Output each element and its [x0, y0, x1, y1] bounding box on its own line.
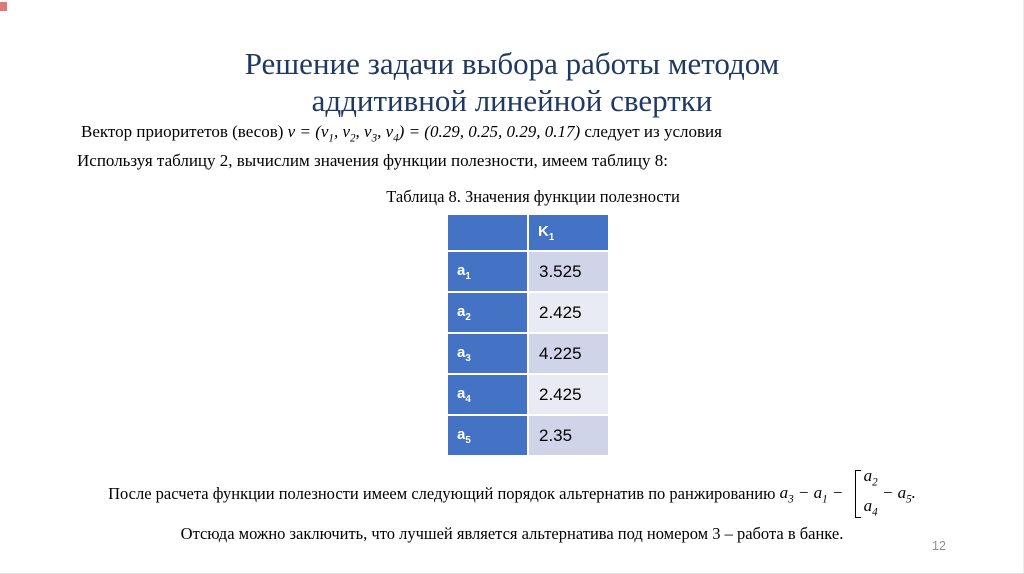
row-label-cell: a3	[446, 332, 529, 375]
conclusion-text: Отсюда можно заключить, что лучшей являе…	[180, 524, 844, 543]
p1-math: v = (v1, v2, v3, v4) = (0.29, 0.25, 0.29…	[287, 122, 581, 145]
p1-prefix: Вектор приоритетов (весов)	[81, 122, 288, 141]
table-caption: Таблица 8. Значения функции полезности	[386, 187, 680, 206]
ranking-formula: a3 − a1 −	[779, 482, 848, 506]
header-empty-cell	[446, 213, 529, 252]
row-value-cell: 2.425	[527, 373, 610, 416]
ranking-sentence: После расчета функции полезности имеем с…	[0, 466, 1024, 521]
row-value-cell: 3.525	[527, 250, 610, 293]
utility-table-body: a1 3.525 a2 2.425 a3 4.225 a4 2.425 a5 2.35	[446, 250, 610, 457]
utility-values-table: K1 a1 3.525 a2 2.425 a3 4.225 a4 2.425 a5 2.35	[446, 213, 610, 457]
title-line-1: Решение задачи выбора работы методом	[244, 46, 780, 81]
red-corner-mark	[0, 2, 7, 11]
row-label-cell: a4	[446, 373, 529, 416]
ranking-formula-tail: − a5.	[877, 482, 916, 506]
row-label-cell: a1	[446, 250, 529, 293]
row-label-cell: a5	[446, 414, 529, 457]
ranking-prefix: После расчета функции полезности имеем с…	[108, 484, 780, 503]
left-bracket-glyph	[854, 470, 861, 518]
table-row: a4 2.425	[446, 373, 610, 416]
row-value-cell: 2.35	[527, 414, 610, 457]
header-k1-cell: K1	[527, 213, 610, 252]
page-number: 12	[932, 539, 946, 553]
p1-suffix: следует из условия	[580, 122, 722, 141]
row-label-cell: a2	[446, 291, 529, 334]
slide-title: Решение задачи выбора работы методом адди…	[0, 45, 1024, 119]
table-row: a1 3.525	[446, 250, 610, 293]
row-value-cell: 2.425	[527, 291, 610, 334]
table-header-row: K1	[446, 213, 610, 252]
table-intro-text: Используя таблицу 2, вычислим значения ф…	[77, 151, 668, 170]
table-row: a5 2.35	[446, 414, 610, 457]
row-value-cell: 4.225	[527, 332, 610, 375]
title-line-2: аддитивной линейной свертки	[311, 83, 713, 118]
table-row: a3 4.225	[446, 332, 610, 375]
table-row: a2 2.425	[446, 291, 610, 334]
bracket-stack: a2 a4	[864, 464, 878, 525]
stack-top-term: a2	[863, 465, 878, 488]
priority-vector-text: Вектор приоритетов (весов) v = (v1, v2, …	[81, 121, 722, 149]
stack-bottom-term: a4	[863, 496, 878, 519]
